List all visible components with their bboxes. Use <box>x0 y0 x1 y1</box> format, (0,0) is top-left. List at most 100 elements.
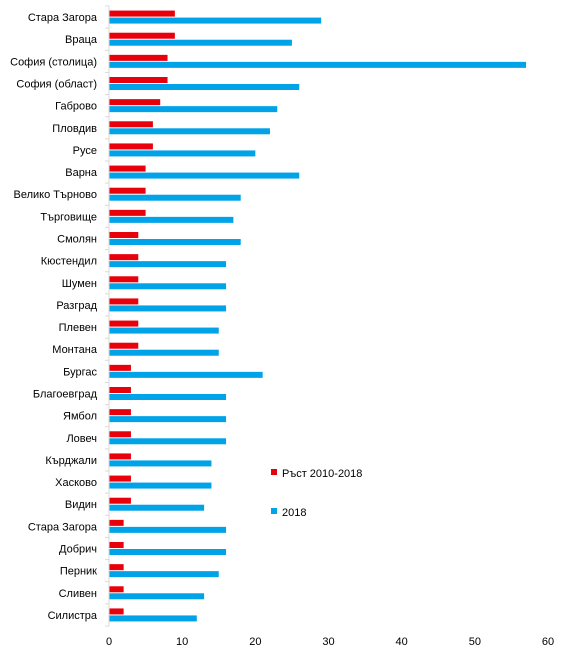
category-label: Велико Търново <box>13 189 97 201</box>
category-label: Ямбол <box>63 411 97 423</box>
bar-growth <box>109 187 146 194</box>
category-label: Хасково <box>55 477 97 489</box>
x-tick-label: 10 <box>176 636 188 648</box>
bar-2018 <box>109 549 227 555</box>
bars-layer <box>109 10 527 622</box>
bar-2018 <box>109 416 227 423</box>
bar-growth <box>109 165 146 172</box>
bar-growth <box>109 77 168 83</box>
category-label: Плевен <box>59 322 97 334</box>
bar-growth <box>109 99 161 106</box>
x-tick-label: 30 <box>322 636 334 648</box>
bar-2018 <box>109 61 527 68</box>
bar-2018 <box>109 150 256 157</box>
bar-growth <box>109 298 139 305</box>
category-label: Добрич <box>59 544 97 556</box>
category-label: Стара Загора <box>28 12 98 24</box>
bar-growth <box>109 232 139 238</box>
bar-growth <box>109 121 153 128</box>
bar-growth <box>109 143 153 150</box>
category-label: Сливен <box>59 588 97 600</box>
bar-growth <box>109 342 139 349</box>
category-label: Кърджали <box>45 455 97 467</box>
category-label: София (столица) <box>10 56 97 68</box>
category-label: Стара Загора <box>28 521 98 533</box>
bar-growth <box>109 542 124 548</box>
category-label: Силистра <box>48 610 98 622</box>
category-label: Смолян <box>57 234 97 246</box>
bar-2018 <box>109 283 227 290</box>
bar-growth <box>109 364 131 371</box>
bar-2018 <box>109 504 205 511</box>
bar-2018 <box>109 571 219 578</box>
bar-growth <box>109 10 175 17</box>
bar-2018 <box>109 593 205 600</box>
bar-2018 <box>109 39 292 46</box>
category-label: Бургас <box>63 366 97 378</box>
x-tick-label: 60 <box>542 636 554 648</box>
bar-2018 <box>109 305 227 312</box>
bar-growth <box>109 320 139 327</box>
x-tick-label: 50 <box>469 636 481 648</box>
bar-2018 <box>109 261 227 268</box>
category-label: Благоевград <box>33 389 98 401</box>
category-label: Перник <box>60 566 97 578</box>
bar-2018 <box>109 349 219 356</box>
bar-2018 <box>109 128 270 135</box>
bar-2018 <box>109 460 212 467</box>
category-label: Ловеч <box>66 433 97 445</box>
bar-2018 <box>109 526 227 533</box>
bar-2018 <box>109 239 241 245</box>
category-label: Враца <box>65 34 98 46</box>
bar-growth <box>109 209 146 216</box>
bar-growth <box>109 254 139 261</box>
bar-growth <box>109 475 131 482</box>
bar-growth <box>109 276 139 283</box>
bar-growth <box>109 387 131 393</box>
bar-2018 <box>109 482 212 489</box>
bar-2018 <box>109 84 300 90</box>
bar-growth <box>109 409 131 416</box>
category-label: Варна <box>65 167 98 179</box>
legend: Ръст 2010-2018 2018 <box>271 468 362 519</box>
x-tick-label: 20 <box>249 636 261 648</box>
bar-2018 <box>109 438 227 445</box>
axis-layer: Стара Загора Враца София (столица) София (о… <box>10 5 554 648</box>
x-tick-label: 40 <box>396 636 408 648</box>
category-label: София (област) <box>16 79 97 91</box>
x-tick-label: 0 <box>106 636 112 648</box>
category-label: Русе <box>73 145 97 157</box>
bar-2018 <box>109 194 241 201</box>
bar-growth <box>109 519 124 526</box>
category-label: Габрово <box>55 101 97 113</box>
bar-2018 <box>109 106 278 113</box>
category-label: Пловдив <box>52 123 97 135</box>
legend-swatch-2018 <box>271 508 277 514</box>
bar-growth <box>109 564 124 571</box>
category-label: Шумен <box>62 278 97 290</box>
bar-2018 <box>109 327 219 334</box>
bar-2018 <box>109 394 227 400</box>
bar-growth <box>109 431 131 438</box>
bar-growth <box>109 54 168 61</box>
bar-growth <box>109 608 124 615</box>
bar-2018 <box>109 371 263 378</box>
bar-2018 <box>109 17 322 24</box>
bar-growth <box>109 32 175 39</box>
bar-growth <box>109 586 124 593</box>
category-label: Монтана <box>52 344 98 356</box>
legend-swatch-growth <box>271 469 277 475</box>
legend-label: 2018 <box>282 507 306 519</box>
bar-2018 <box>109 216 234 223</box>
category-label: Кюстендил <box>41 256 97 268</box>
bar-growth <box>109 497 131 504</box>
bar-2018 <box>109 172 300 179</box>
bar-growth <box>109 453 131 460</box>
category-label: Разград <box>56 300 97 312</box>
legend-label: Ръст 2010-2018 <box>282 468 362 480</box>
category-label: Търговище <box>40 211 97 223</box>
category-label: Видин <box>65 499 97 511</box>
bar-2018 <box>109 615 197 622</box>
